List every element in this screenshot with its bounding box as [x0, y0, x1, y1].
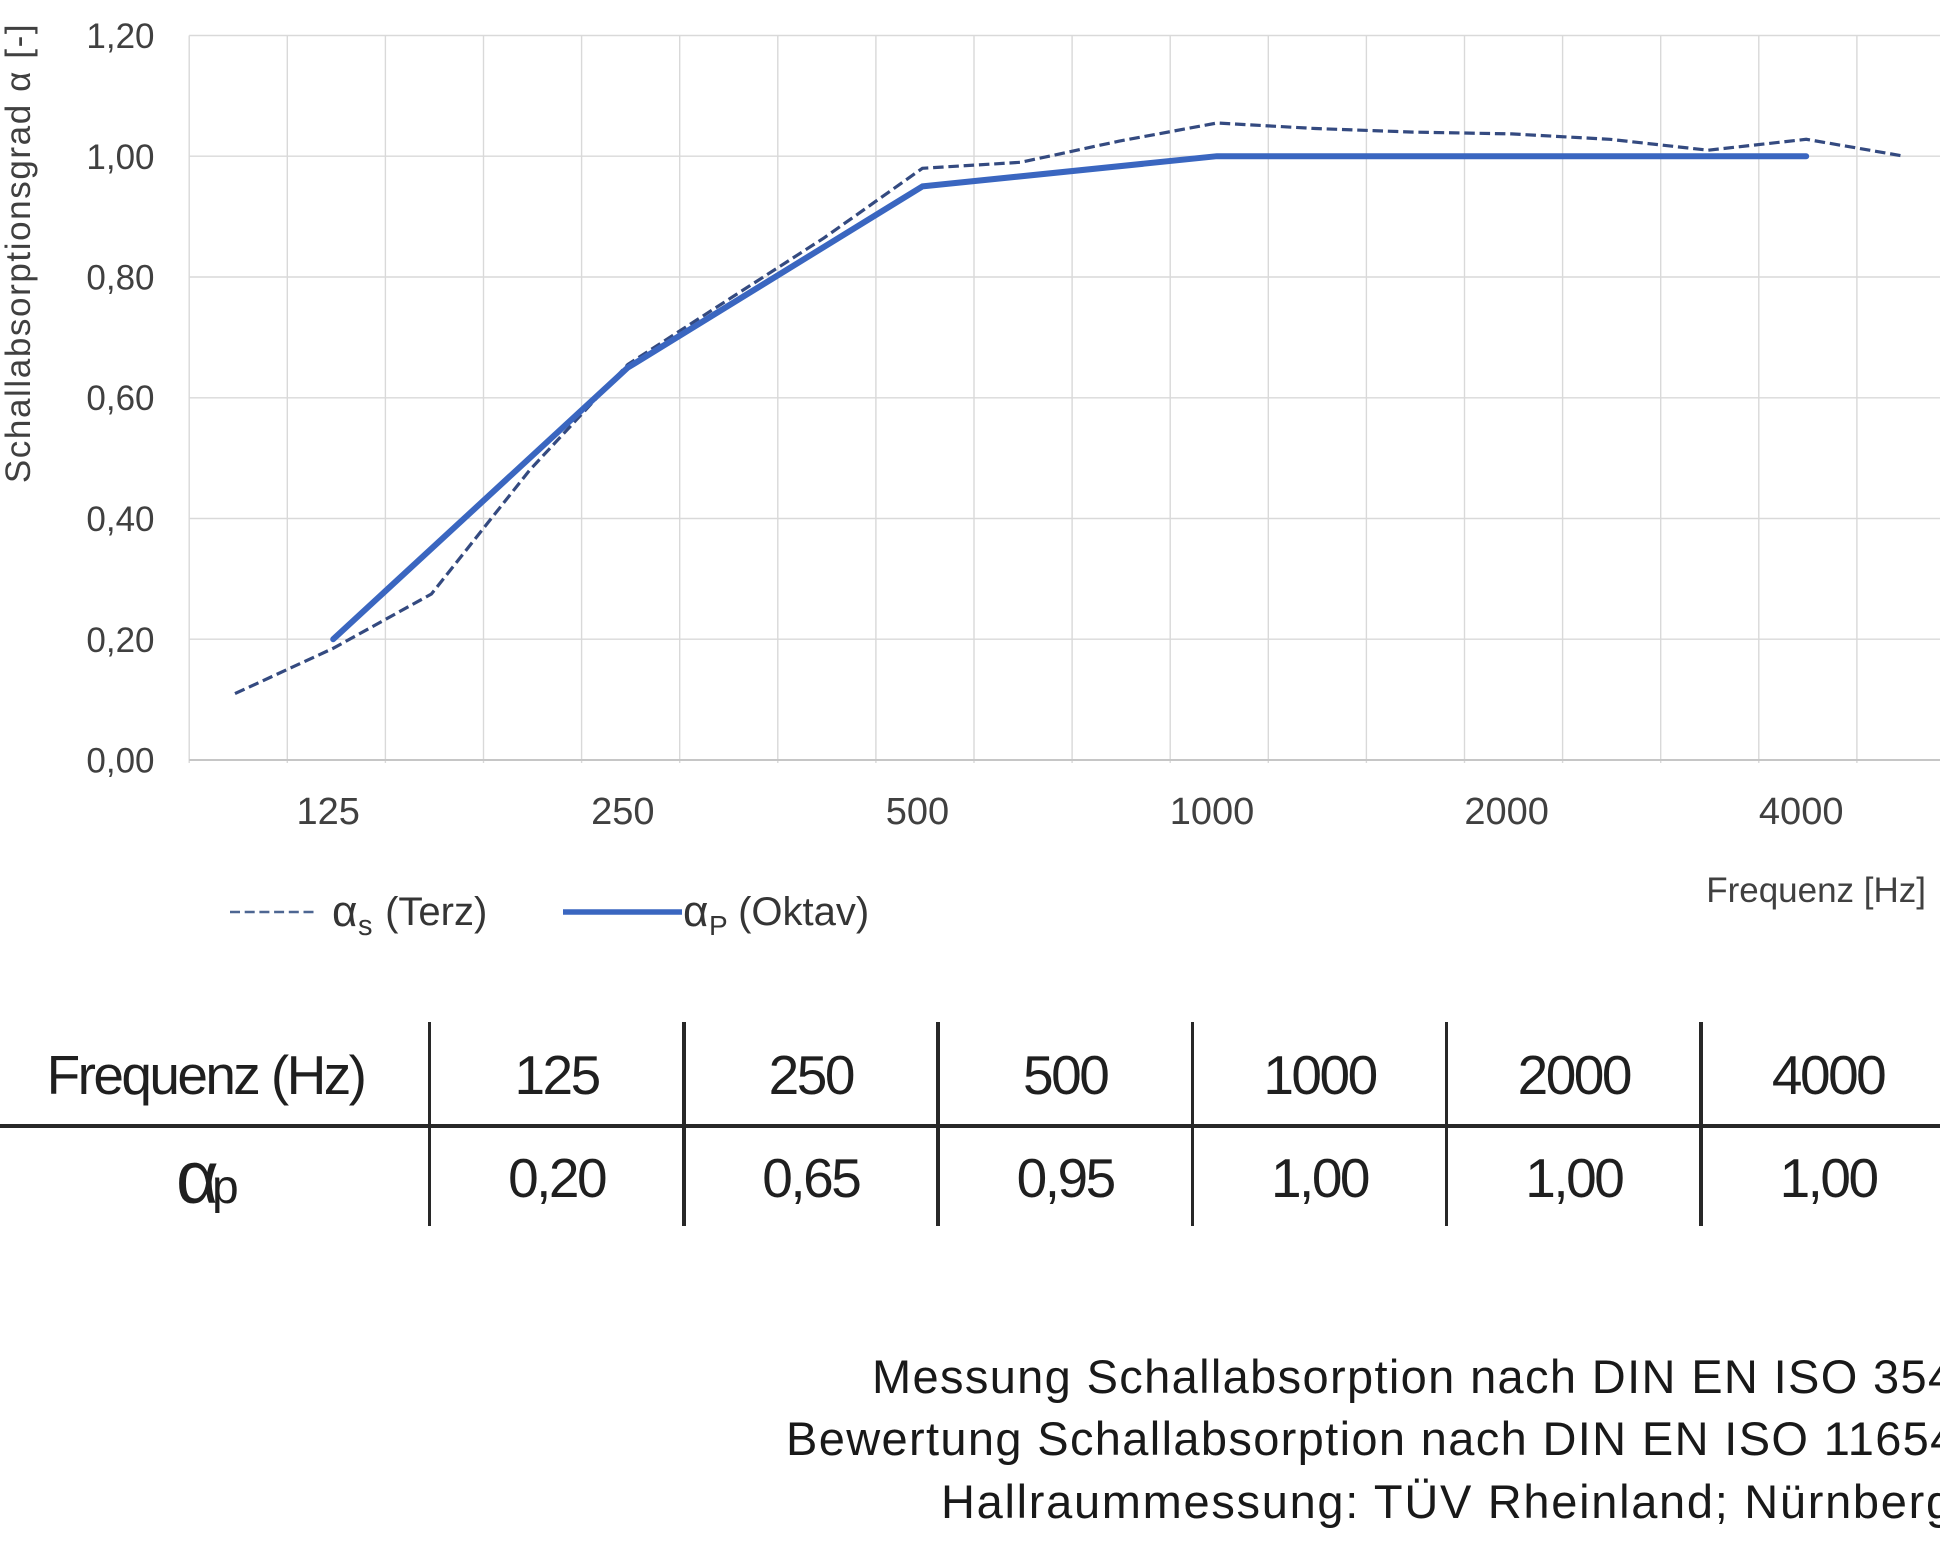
svg-text:0,80: 0,80 — [86, 259, 154, 298]
svg-text:Frequenz [Hz]: Frequenz [Hz] — [1706, 871, 1926, 910]
svg-text:0,20: 0,20 — [86, 621, 154, 660]
svg-text:s: s — [358, 910, 373, 942]
svg-text:(Terz): (Terz) — [374, 890, 487, 934]
svg-text:1,00: 1,00 — [86, 138, 154, 177]
svg-text:Schallabsorptionsgrad α [-]: Schallabsorptionsgrad α [-] — [0, 23, 38, 483]
svg-text:α: α — [332, 887, 357, 936]
svg-text:0,00: 0,00 — [86, 742, 154, 781]
svg-text:P: P — [709, 910, 728, 941]
svg-text:α: α — [683, 887, 708, 936]
svg-text:125: 125 — [296, 791, 359, 833]
svg-text:250: 250 — [591, 791, 654, 833]
svg-text:1000: 1000 — [1170, 791, 1255, 833]
svg-text:4000: 4000 — [1759, 791, 1844, 833]
svg-text:2000: 2000 — [1464, 791, 1549, 833]
svg-text:1,20: 1,20 — [86, 17, 154, 56]
svg-text:0,60: 0,60 — [86, 379, 154, 418]
svg-text:0,40: 0,40 — [86, 500, 154, 539]
svg-text:500: 500 — [886, 791, 949, 833]
svg-text:(Oktav): (Oktav) — [727, 890, 869, 934]
